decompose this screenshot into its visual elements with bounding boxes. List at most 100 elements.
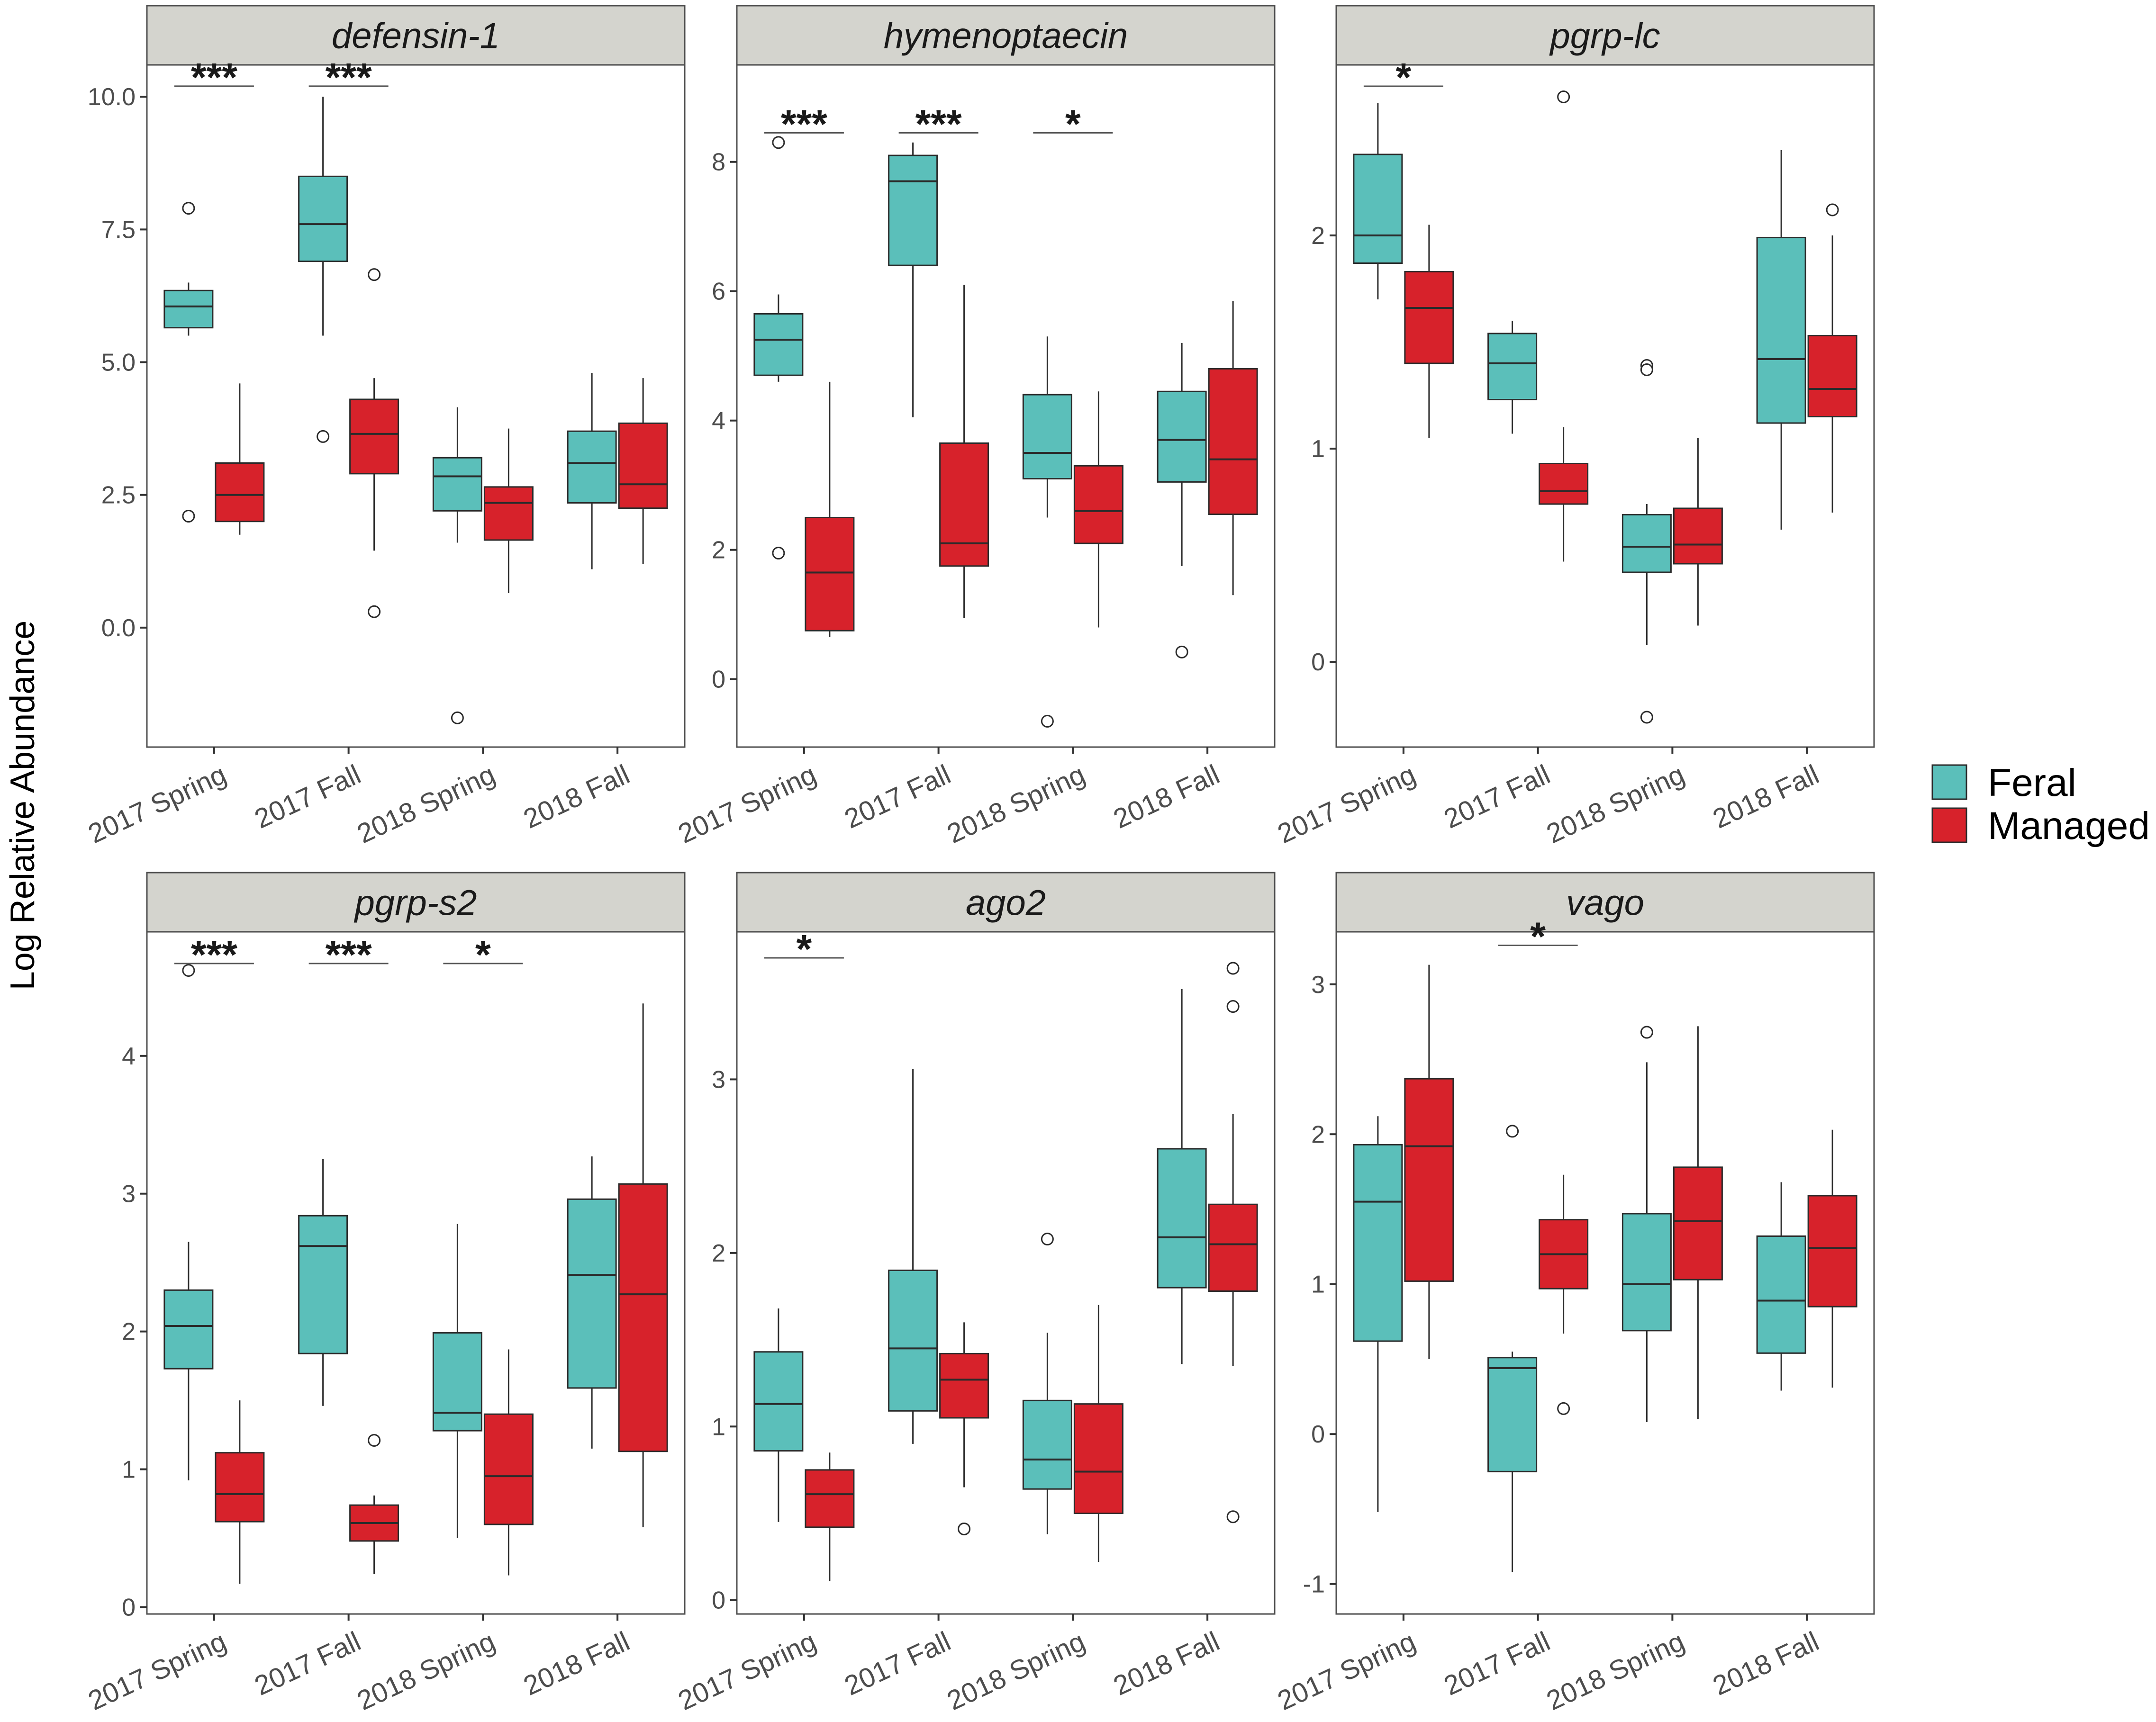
outlier-point: [368, 605, 381, 618]
box-iqr: [805, 1469, 855, 1528]
y-tick-label: 2: [1311, 1121, 1325, 1148]
box-feral-2017-fall: [298, 97, 348, 443]
outlier-point: [1041, 714, 1054, 728]
box-iqr: [567, 430, 617, 504]
box-iqr: [215, 1452, 265, 1523]
box-managed-2018-fall: [618, 378, 668, 564]
significance-label: *: [1530, 914, 1546, 958]
box-feral-2018-fall: [1756, 1182, 1806, 1391]
plot-area-defensin-1: [146, 64, 686, 748]
legend: Feral Managed: [1931, 761, 2150, 847]
box-iqr: [1622, 514, 1672, 573]
box-iqr: [805, 516, 855, 631]
box-iqr: [618, 422, 668, 509]
box-managed-2017-spring: [805, 381, 855, 637]
outlier-point: [1041, 1233, 1054, 1246]
y-tick-label: 5.0: [101, 349, 136, 377]
y-tick-label: -1: [1303, 1571, 1325, 1598]
box-feral-2018-fall: [1756, 150, 1806, 530]
box-managed-2018-spring: [1073, 1305, 1123, 1562]
box-managed-2017-spring: [1404, 225, 1454, 438]
box-iqr: [1208, 368, 1258, 515]
y-tick-label: 0.0: [101, 614, 136, 642]
box-feral-2018-spring: [432, 407, 482, 724]
box-managed-2018-fall: [1807, 1129, 1857, 1388]
y-tick-label: 3: [122, 1181, 136, 1208]
outlier-point: [1557, 90, 1570, 103]
box-iqr: [1022, 394, 1072, 480]
box-iqr: [1404, 1078, 1454, 1282]
outlier-point: [1506, 1125, 1519, 1138]
box-feral-2018-spring: [1622, 1026, 1672, 1422]
box-feral-2018-spring: [1022, 336, 1072, 728]
box-iqr: [349, 398, 399, 475]
box-iqr: [483, 486, 534, 541]
outlier-point: [1640, 363, 1653, 376]
y-tick-label: 2: [122, 1318, 136, 1346]
outlier-point: [182, 964, 195, 977]
outlier-point: [1226, 1510, 1240, 1524]
outlier-point: [1557, 1402, 1570, 1415]
box-feral-2017-fall: [888, 1069, 938, 1444]
outlier-point: [368, 268, 381, 281]
outlier-point: [1175, 645, 1188, 658]
box-iqr: [1807, 1195, 1857, 1307]
box-iqr: [163, 1289, 214, 1370]
box-iqr: [215, 462, 265, 523]
significance-label: *: [475, 932, 491, 977]
outlier-point: [1640, 711, 1653, 724]
box-managed-2017-fall: [1539, 1174, 1589, 1415]
box-iqr: [432, 1332, 482, 1432]
y-tick-label: 2.5: [101, 482, 136, 509]
panel-title-defensin-1: defensin-1: [332, 16, 500, 56]
box-managed-2017-spring: [215, 383, 265, 535]
box-iqr: [1157, 1148, 1207, 1289]
y-tick-label: 4: [122, 1043, 136, 1070]
box-feral-2017-spring: [753, 136, 804, 560]
strip-defensin-1: [146, 5, 686, 66]
outlier-point: [317, 430, 330, 443]
box-feral-2017-spring: [163, 202, 214, 523]
strip-ago2: [736, 872, 1276, 933]
box-managed-2017-fall: [349, 268, 399, 618]
panel-title-vago: vago: [1566, 883, 1644, 923]
box-iqr: [888, 154, 938, 266]
box-managed-2018-spring: [483, 1349, 534, 1576]
significance-label: ***: [781, 101, 827, 146]
box-iqr: [939, 442, 989, 567]
box-feral-2018-spring: [432, 1224, 482, 1538]
panel-title-pgrp-lc: pgrp-lc: [1549, 16, 1660, 56]
outlier-point: [772, 136, 785, 149]
box-managed-2017-spring: [215, 1400, 265, 1584]
outlier-point: [1640, 1026, 1653, 1039]
box-managed-2017-spring: [1404, 965, 1454, 1359]
strip-vago: [1335, 872, 1875, 933]
box-iqr: [888, 1270, 938, 1412]
y-tick-label: 0: [712, 666, 725, 694]
significance-label: ***: [191, 55, 237, 99]
box-iqr: [432, 457, 482, 512]
box-iqr: [483, 1413, 534, 1525]
box-iqr: [298, 1215, 348, 1354]
box-feral-2018-fall: [567, 372, 617, 569]
outlier-point: [182, 510, 195, 523]
box-iqr: [939, 1352, 989, 1419]
box-iqr: [1157, 390, 1207, 483]
box-managed-2018-fall: [1208, 301, 1258, 595]
significance-label: ***: [326, 932, 372, 977]
box-feral-2018-spring: [1022, 1233, 1072, 1534]
box-iqr: [1208, 1203, 1258, 1292]
outlier-point: [1826, 203, 1839, 216]
significance-label: *: [1396, 55, 1412, 99]
significance-label: ***: [191, 932, 237, 977]
y-tick-label: 1: [122, 1456, 136, 1484]
y-tick-label: 10.0: [88, 83, 136, 111]
box-managed-2018-spring: [483, 428, 534, 594]
strip-pgrp-s2: [146, 872, 686, 933]
